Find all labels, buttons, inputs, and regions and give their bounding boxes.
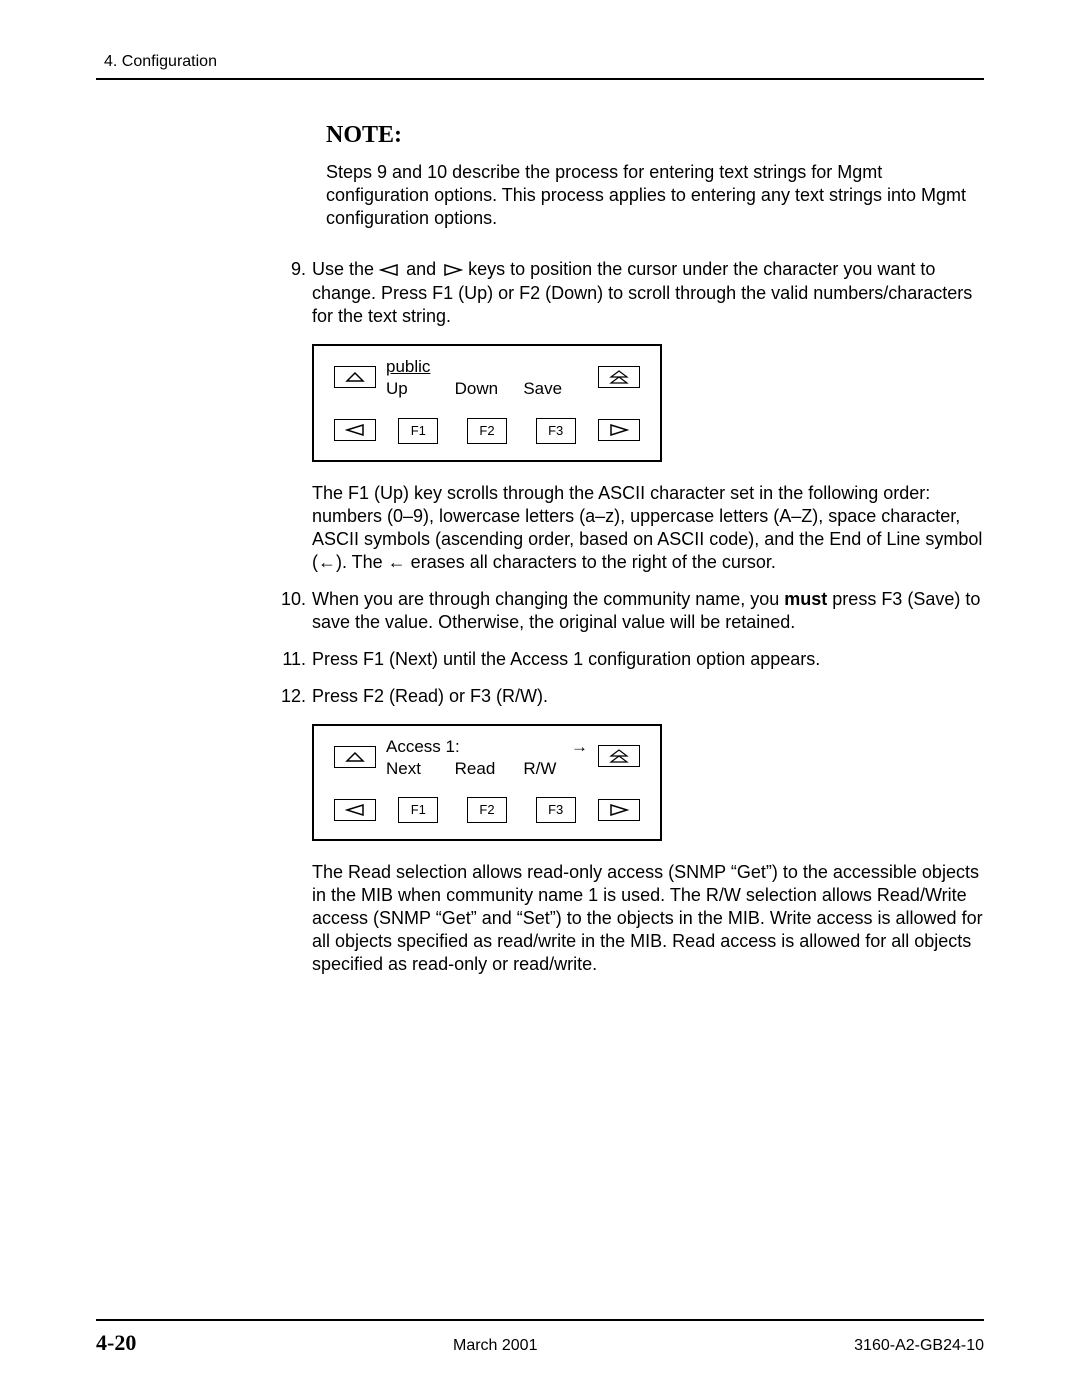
top-rule bbox=[96, 78, 984, 80]
footer-doc-id: 3160-A2-GB24-10 bbox=[854, 1336, 984, 1356]
step-body: Press F1 (Next) until the Access 1 confi… bbox=[312, 648, 984, 671]
lcd-cursor-icon: → bbox=[523, 736, 588, 758]
step-number: 11. bbox=[276, 648, 312, 671]
left-key-icon bbox=[334, 799, 376, 821]
double-up-key-icon bbox=[598, 745, 640, 767]
softkey-label: Save bbox=[523, 378, 583, 400]
right-arrow-icon bbox=[441, 259, 463, 282]
up-key-icon bbox=[334, 366, 376, 388]
step-body: Press F2 (Read) or F3 (R/W). bbox=[312, 685, 984, 708]
content-block: NOTE: Steps 9 and 10 describe the proces… bbox=[276, 120, 984, 976]
softkey-label: Up bbox=[386, 378, 446, 400]
step-9: 9. Use the and keys to position the curs… bbox=[276, 258, 984, 328]
running-header: 4. Configuration bbox=[104, 52, 984, 72]
step-number: 12. bbox=[276, 685, 312, 708]
f3-key: F3 bbox=[536, 418, 576, 444]
softkey-label: Read bbox=[455, 758, 515, 780]
lcd-panel-2: Access 1: → Nex bbox=[312, 724, 662, 842]
step-number: 10. bbox=[276, 588, 312, 634]
lcd-line1: public bbox=[386, 356, 588, 378]
step-12: 12. Press F2 (Read) or F3 (R/W). bbox=[276, 685, 984, 708]
text: When you are through changing the commun… bbox=[312, 589, 784, 609]
right-key-icon bbox=[598, 799, 640, 821]
note-title: NOTE: bbox=[326, 120, 984, 151]
left-arrow-icon bbox=[379, 259, 401, 282]
up-key-icon bbox=[334, 746, 376, 768]
step-9-followup: The F1 (Up) key scrolls through the ASCI… bbox=[312, 482, 984, 574]
page: 4. Configuration NOTE: Steps 9 and 10 de… bbox=[0, 0, 1080, 1397]
f3-key: F3 bbox=[536, 797, 576, 823]
text: and bbox=[406, 259, 441, 279]
softkey-label: Down bbox=[455, 378, 515, 400]
lcd-panel-1: public Up Down Save bbox=[312, 344, 662, 462]
step-number: 9. bbox=[276, 258, 312, 328]
step-body: Use the and keys to position the cursor … bbox=[312, 258, 984, 328]
right-key-icon bbox=[598, 419, 640, 441]
bottom-rule bbox=[96, 1319, 984, 1321]
softkey-label: Next bbox=[386, 758, 446, 780]
left-key-icon bbox=[334, 419, 376, 441]
f1-key: F1 bbox=[398, 418, 438, 444]
f2-key: F2 bbox=[467, 797, 507, 823]
note-text: Steps 9 and 10 describe the process for … bbox=[326, 161, 984, 230]
step-12-followup: The Read selection allows read-only acce… bbox=[312, 861, 984, 976]
text-bold: must bbox=[784, 589, 827, 609]
double-up-key-icon bbox=[598, 366, 640, 388]
softkey-label: R/W bbox=[523, 758, 583, 780]
step-11: 11. Press F1 (Next) until the Access 1 c… bbox=[276, 648, 984, 671]
text: Use the bbox=[312, 259, 379, 279]
step-body: When you are through changing the commun… bbox=[312, 588, 984, 634]
step-10: 10. When you are through changing the co… bbox=[276, 588, 984, 634]
lcd-line1: Access 1: bbox=[386, 736, 519, 758]
page-number: 4-20 bbox=[96, 1329, 136, 1357]
footer: 4-20 March 2001 3160-A2-GB24-10 bbox=[96, 1319, 984, 1357]
f2-key: F2 bbox=[467, 418, 507, 444]
footer-date: March 2001 bbox=[453, 1336, 538, 1356]
f1-key: F1 bbox=[398, 797, 438, 823]
